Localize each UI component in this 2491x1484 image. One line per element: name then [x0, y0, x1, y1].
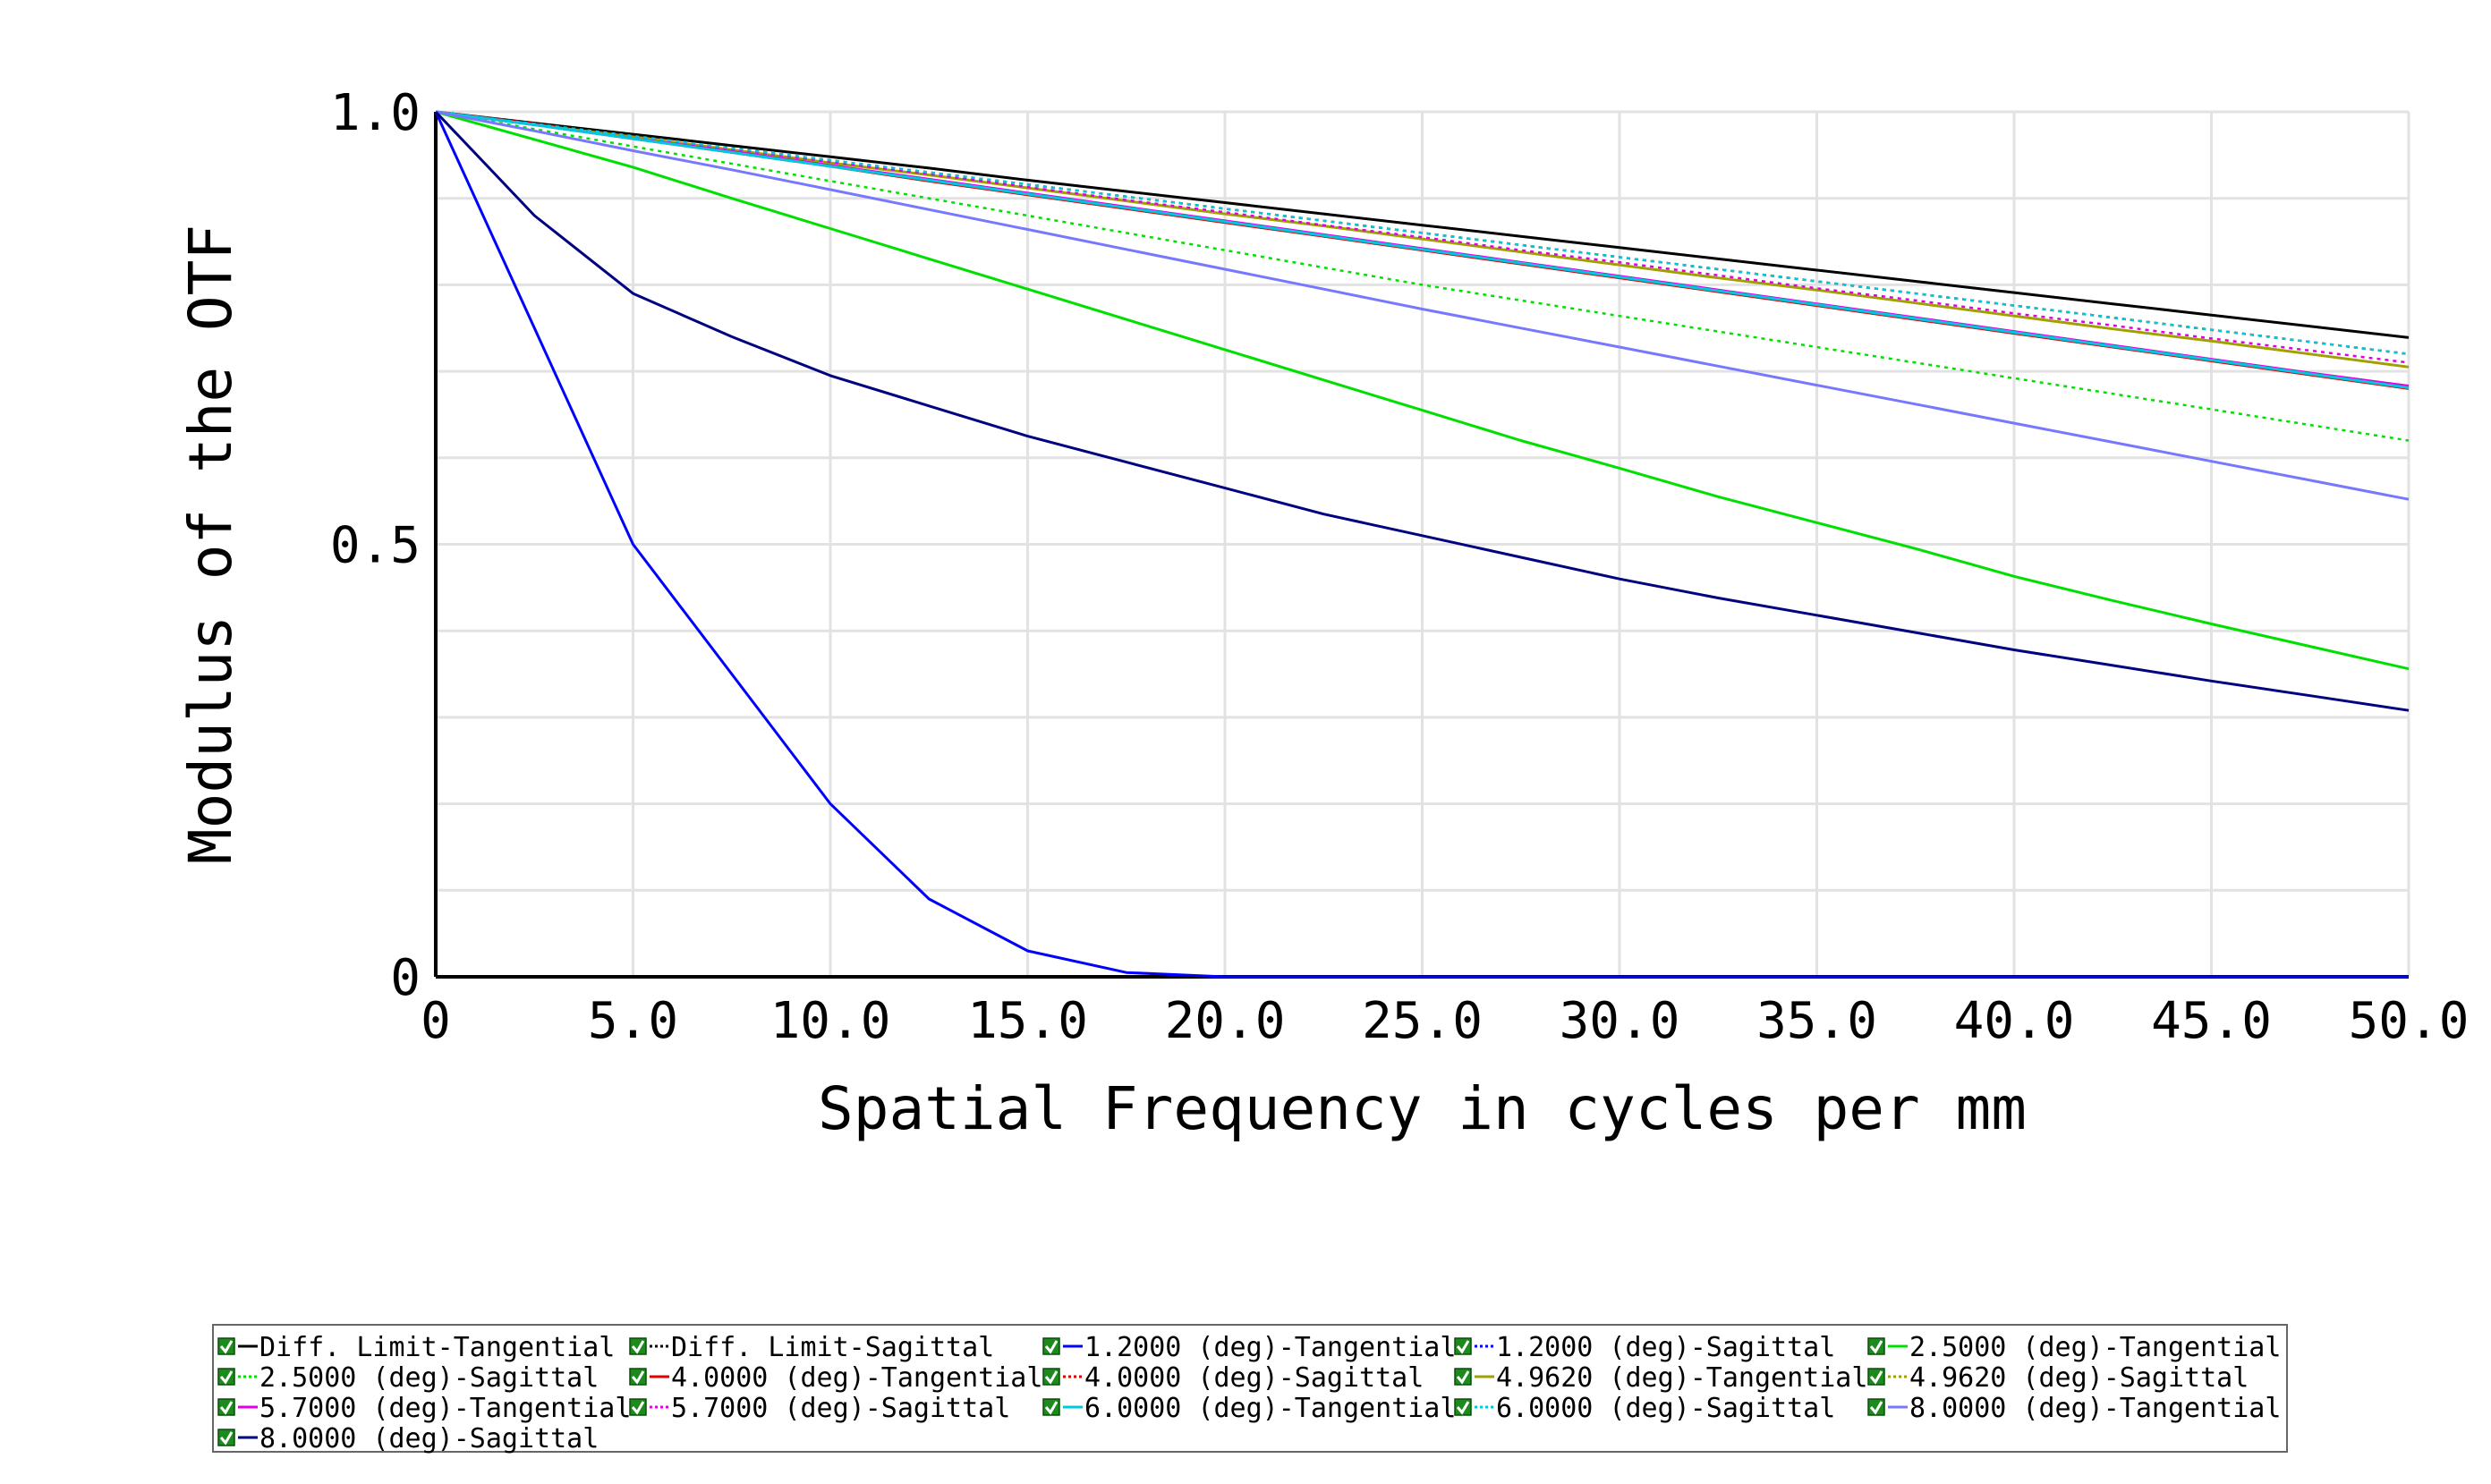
check-icon [219, 1401, 234, 1415]
legend-item[interactable]: 5.7000 (deg)-Sagittal [629, 1393, 1010, 1424]
series-line-16 [434, 110, 2410, 712]
legend-item[interactable]: 4.0000 (deg)-Sagittal [1042, 1362, 1424, 1394]
check-icon [631, 1340, 645, 1354]
x-tick-label: 10.0 [770, 992, 891, 1050]
series-line-15 [435, 110, 2410, 501]
legend-item[interactable]: 4.9620 (deg)-Tangential [1454, 1362, 1867, 1394]
check-icon [1456, 1370, 1470, 1385]
x-axis-title: Spatial Frequency in cycles per mm [818, 1074, 2027, 1143]
legend-item[interactable]: Diff. Limit-Tangential [217, 1332, 615, 1363]
x-tick-label: 25.0 [1362, 992, 1483, 1050]
y-tick-label: 0.5 [330, 517, 421, 575]
check-icon [219, 1370, 234, 1385]
legend-item[interactable]: 5.7000 (deg)-Tangential [217, 1393, 631, 1424]
legend-item[interactable]: 4.0000 (deg)-Tangential [629, 1362, 1042, 1394]
check-icon [1869, 1401, 1883, 1415]
y-tick-label: 0 [390, 949, 421, 1007]
legend-label: 4.0000 (deg)-Sagittal [1084, 1362, 1424, 1394]
legend-item[interactable]: 1.2000 (deg)-Tangential [1042, 1332, 1456, 1363]
series-line-12 [435, 110, 2410, 364]
check-icon [1869, 1340, 1883, 1354]
check-icon [1044, 1340, 1058, 1354]
series-layer [434, 110, 2410, 979]
x-tick-label: 45.0 [2151, 992, 2272, 1050]
legend-item[interactable]: 4.9620 (deg)-Sagittal [1867, 1362, 2249, 1394]
series-line-5 [435, 110, 2410, 671]
plot-grid [434, 110, 2410, 979]
x-tick-label: 20.0 [1165, 992, 1286, 1050]
legend: Diff. Limit-Tangential Diff. Limit-Sagitt… [212, 1324, 2288, 1454]
check-icon [1869, 1370, 1883, 1385]
legend-item[interactable]: Diff. Limit-Sagittal [629, 1332, 994, 1363]
legend-item[interactable]: 6.0000 (deg)-Tangential [1042, 1393, 1456, 1424]
check-icon [219, 1431, 234, 1446]
check-icon [631, 1370, 645, 1385]
legend-label: 8.0000 (deg)-Tangential [1909, 1393, 2281, 1424]
legend-box [212, 1324, 2288, 1453]
series-line-3 [434, 111, 2409, 979]
check-icon [1044, 1401, 1058, 1415]
x-tick-label: 5.0 [588, 992, 678, 1050]
series-line-2 [435, 110, 2410, 339]
legend-item[interactable]: 2.5000 (deg)-Tangential [1867, 1332, 2281, 1363]
legend-label: 2.5000 (deg)-Sagittal [259, 1362, 599, 1394]
legend-label: 1.2000 (deg)-Sagittal [1496, 1332, 1835, 1363]
check-icon [1456, 1401, 1470, 1415]
check-icon [631, 1401, 645, 1415]
legend-label: 5.7000 (deg)-Tangential [259, 1393, 631, 1424]
legend-item[interactable]: 1.2000 (deg)-Sagittal [1454, 1332, 1835, 1363]
x-tick-label: 0 [421, 992, 451, 1050]
legend-label: 8.0000 (deg)-Sagittal [259, 1423, 599, 1454]
legend-label: 4.0000 (deg)-Tangential [671, 1362, 1042, 1394]
legend-item[interactable]: 8.0000 (deg)-Tangential [1867, 1393, 2281, 1424]
tick-labels: 0 5.0 10.0 15.0 20.0 25.0 30.0 35.0 40.0 45.0 50.0… [330, 84, 2470, 1050]
legend-label: 2.5000 (deg)-Tangential [1909, 1332, 2281, 1363]
x-tick-label: 30.0 [1560, 992, 1680, 1050]
x-tick-label: 15.0 [967, 992, 1088, 1050]
y-axis-title: Modulus of the OTF [176, 225, 245, 864]
legend-label: 6.0000 (deg)-Tangential [1084, 1393, 1456, 1424]
legend-label: 4.9620 (deg)-Tangential [1496, 1362, 1867, 1394]
legend-item[interactable]: 8.0000 (deg)-Sagittal [217, 1423, 599, 1454]
legend-label: Diff. Limit-Sagittal [671, 1332, 994, 1363]
y-tick-label: 1.0 [330, 84, 421, 142]
series-line-6 [435, 110, 2410, 442]
legend-label: Diff. Limit-Tangential [259, 1332, 615, 1363]
legend-item[interactable]: 2.5000 (deg)-Sagittal [217, 1362, 599, 1394]
legend-label: 4.9620 (deg)-Sagittal [1909, 1362, 2249, 1394]
legend-label: 1.2000 (deg)-Tangential [1084, 1332, 1456, 1363]
check-icon [219, 1340, 234, 1354]
x-tick-label: 50.0 [2349, 992, 2470, 1050]
series-line-14 [435, 110, 2410, 356]
check-icon [1456, 1340, 1470, 1354]
series-line-13 [435, 110, 2410, 389]
legend-label: 6.0000 (deg)-Sagittal [1496, 1393, 1835, 1424]
legend-item[interactable]: 6.0000 (deg)-Sagittal [1454, 1393, 1835, 1424]
legend-label: 5.7000 (deg)-Sagittal [671, 1393, 1010, 1424]
x-tick-label: 40.0 [1954, 992, 2075, 1050]
check-icon [1044, 1370, 1058, 1385]
x-tick-label: 35.0 [1756, 992, 1877, 1050]
